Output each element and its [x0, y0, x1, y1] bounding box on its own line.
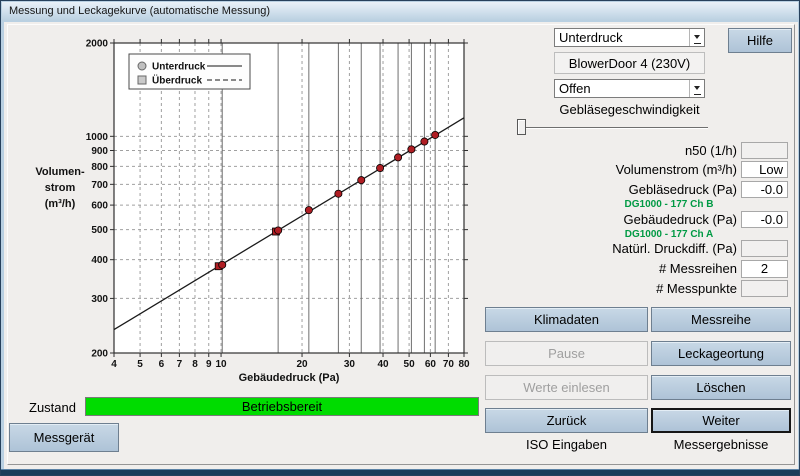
slider-thumb[interactable] [517, 119, 526, 135]
window-title: Messung und Leckagekurve (automatische M… [9, 5, 271, 17]
svg-text:800: 800 [91, 162, 108, 173]
messreihe-button[interactable]: Messreihe [651, 307, 791, 332]
fit-line [113, 117, 465, 331]
fan-ring-select[interactable]: Offen [554, 79, 705, 98]
werte-einlesen-button: Werte einlesen [485, 375, 648, 400]
svg-text:6: 6 [159, 359, 165, 370]
svg-text:Unterdruck: Unterdruck [152, 62, 206, 73]
svg-text:10: 10 [215, 359, 227, 370]
geblaesedruck-label: Gebläsedruck (Pa) [628, 182, 737, 197]
svg-text:300: 300 [91, 294, 108, 305]
zustand-label: Zustand [29, 400, 76, 415]
svg-text:80: 80 [458, 359, 470, 370]
geblaesedruck-channel: DG1000 - 177 Ch B [624, 199, 714, 210]
svg-text:5: 5 [137, 359, 143, 370]
fan-speed-slider[interactable] [522, 127, 708, 129]
n50-value [741, 142, 788, 159]
zurueck-button[interactable]: Zurück [485, 408, 648, 433]
title-bar[interactable]: Messung und Leckagekurve (automatische M… [2, 2, 798, 21]
svg-text:500: 500 [91, 225, 108, 236]
svg-text:200: 200 [91, 349, 108, 360]
natuerliche-druckdiff-value [741, 240, 788, 257]
svg-text:Volumen-: Volumen- [35, 166, 85, 178]
pressure-mode-select[interactable]: Unterdruck [554, 28, 705, 47]
svg-text:9: 9 [206, 359, 212, 370]
volumenstrom-value[interactable]: Low [741, 161, 788, 178]
klimadaten-button[interactable]: Klimadaten [485, 307, 648, 332]
loeschen-button[interactable]: Löschen [651, 375, 791, 400]
n50-label: n50 (1/h) [684, 143, 737, 158]
svg-text:2000: 2000 [86, 39, 109, 50]
svg-text:700: 700 [91, 180, 108, 191]
svg-text:(m³/h): (m³/h) [45, 198, 76, 210]
chevron-down-icon[interactable] [689, 80, 704, 97]
iso-eingaben-label: ISO Eingaben [526, 437, 607, 452]
natuerliche-druckdiff-label: Natürl. Druckdiff. (Pa) [612, 241, 737, 256]
messreihen-value[interactable]: 2 [741, 260, 788, 278]
svg-text:50: 50 [404, 359, 416, 370]
svg-text:900: 900 [91, 146, 108, 157]
svg-text:4: 4 [111, 359, 117, 370]
grid [114, 43, 464, 353]
messergebnisse-label: Messergebnisse [673, 437, 769, 452]
svg-text:Überdruck: Überdruck [152, 74, 202, 87]
messreihen-label: # Messreihen [658, 261, 737, 276]
status-bar: Betriebsbereit [85, 397, 479, 416]
leckageortung-button[interactable]: Leckageortung [651, 341, 791, 366]
data-points [214, 130, 440, 271]
geblaesedruck-value[interactable]: -0.0 [741, 181, 788, 198]
messpunkte-label: # Messpunkte [656, 281, 737, 296]
fan-speed-label: Gebläsegeschwindigkeit [559, 102, 700, 117]
messgeraet-button[interactable]: Messgerät [9, 423, 119, 452]
svg-text:strom: strom [45, 182, 76, 194]
svg-text:7: 7 [177, 359, 183, 370]
help-button[interactable]: Hilfe [728, 28, 792, 53]
chevron-down-icon[interactable] [689, 29, 704, 46]
svg-text:8: 8 [192, 359, 198, 370]
weiter-button[interactable]: Weiter [651, 408, 791, 433]
window-bottom-edge [1, 469, 799, 475]
svg-text:600: 600 [91, 201, 108, 212]
pause-button: Pause [485, 341, 648, 366]
svg-text:Gebäudedruck (Pa): Gebäudedruck (Pa) [239, 372, 340, 384]
device-label: BlowerDoor 4 (230V) [554, 52, 705, 74]
volumenstrom-label: Volumenstrom (m³/h) [615, 162, 737, 177]
station-lines [221, 43, 436, 353]
fan-ring-value: Offen [559, 81, 591, 96]
axis-ticks [110, 39, 468, 357]
svg-text:400: 400 [91, 255, 108, 266]
svg-text:40: 40 [377, 359, 389, 370]
svg-text:60: 60 [425, 359, 437, 370]
svg-text:20: 20 [296, 359, 308, 370]
leakage-curve-chart: 4 5 6 7 8 9 10 20 30 40 50 60 70 80 200 300 400 500 600 700… [35, 39, 470, 385]
gebaeudedruck-value[interactable]: -0.0 [741, 211, 788, 228]
gebaeudedruck-label: Gebäudedruck (Pa) [623, 212, 737, 227]
content-panel [7, 24, 795, 465]
svg-text:30: 30 [344, 359, 356, 370]
svg-text:1000: 1000 [86, 132, 109, 143]
messpunkte-value [741, 280, 788, 297]
svg-text:70: 70 [443, 359, 455, 370]
gebaeudedruck-channel: DG1000 - 177 Ch A [624, 229, 714, 240]
pressure-mode-value: Unterdruck [559, 30, 623, 45]
